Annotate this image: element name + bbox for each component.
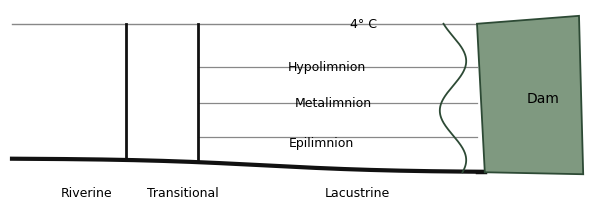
Text: Lacustrine: Lacustrine <box>325 187 389 198</box>
Text: Riverine: Riverine <box>61 187 113 198</box>
Text: 4° C: 4° C <box>349 18 377 31</box>
Text: Transitional: Transitional <box>147 187 219 198</box>
Text: Dam: Dam <box>527 92 559 106</box>
Text: Metalimnion: Metalimnion <box>295 97 371 110</box>
Text: Hypolimnion: Hypolimnion <box>288 61 366 74</box>
Text: Epilimnion: Epilimnion <box>289 137 353 150</box>
Polygon shape <box>477 16 583 174</box>
